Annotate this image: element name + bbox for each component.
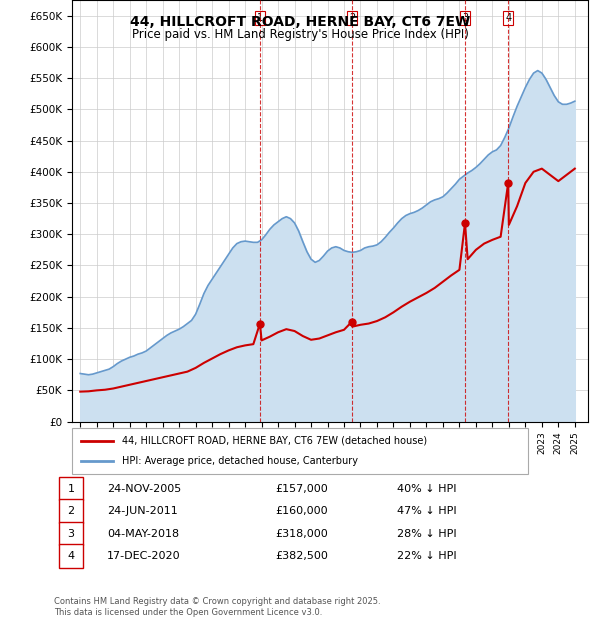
Text: 3: 3	[462, 12, 468, 23]
Text: 1: 1	[257, 12, 263, 23]
Text: 24-NOV-2005: 24-NOV-2005	[107, 484, 181, 494]
Text: 04-MAY-2018: 04-MAY-2018	[107, 529, 179, 539]
Text: 3: 3	[68, 529, 74, 539]
Text: HPI: Average price, detached house, Canterbury: HPI: Average price, detached house, Cant…	[122, 456, 358, 466]
Text: 44, HILLCROFT ROAD, HERNE BAY, CT6 7EW (detached house): 44, HILLCROFT ROAD, HERNE BAY, CT6 7EW (…	[122, 436, 427, 446]
FancyBboxPatch shape	[72, 428, 528, 474]
Text: Price paid vs. HM Land Registry's House Price Index (HPI): Price paid vs. HM Land Registry's House …	[131, 28, 469, 41]
Text: 28% ↓ HPI: 28% ↓ HPI	[397, 529, 457, 539]
Text: £382,500: £382,500	[276, 551, 329, 561]
Text: Contains HM Land Registry data © Crown copyright and database right 2025.
This d: Contains HM Land Registry data © Crown c…	[54, 598, 380, 617]
FancyBboxPatch shape	[59, 522, 83, 545]
Text: 17-DEC-2020: 17-DEC-2020	[107, 551, 181, 561]
FancyBboxPatch shape	[59, 544, 83, 568]
FancyBboxPatch shape	[59, 477, 83, 500]
Text: 44, HILLCROFT ROAD, HERNE BAY, CT6 7EW: 44, HILLCROFT ROAD, HERNE BAY, CT6 7EW	[130, 16, 470, 30]
Text: £318,000: £318,000	[276, 529, 329, 539]
Text: 2: 2	[349, 12, 355, 23]
Text: 40% ↓ HPI: 40% ↓ HPI	[397, 484, 457, 494]
FancyBboxPatch shape	[59, 500, 83, 523]
Text: 4: 4	[68, 551, 75, 561]
Text: 4: 4	[505, 12, 511, 23]
Text: 1: 1	[68, 484, 74, 494]
Text: 47% ↓ HPI: 47% ↓ HPI	[397, 506, 457, 516]
Text: 24-JUN-2011: 24-JUN-2011	[107, 506, 178, 516]
Text: £157,000: £157,000	[276, 484, 329, 494]
Text: £160,000: £160,000	[276, 506, 328, 516]
Text: 2: 2	[68, 506, 75, 516]
Text: 22% ↓ HPI: 22% ↓ HPI	[397, 551, 457, 561]
